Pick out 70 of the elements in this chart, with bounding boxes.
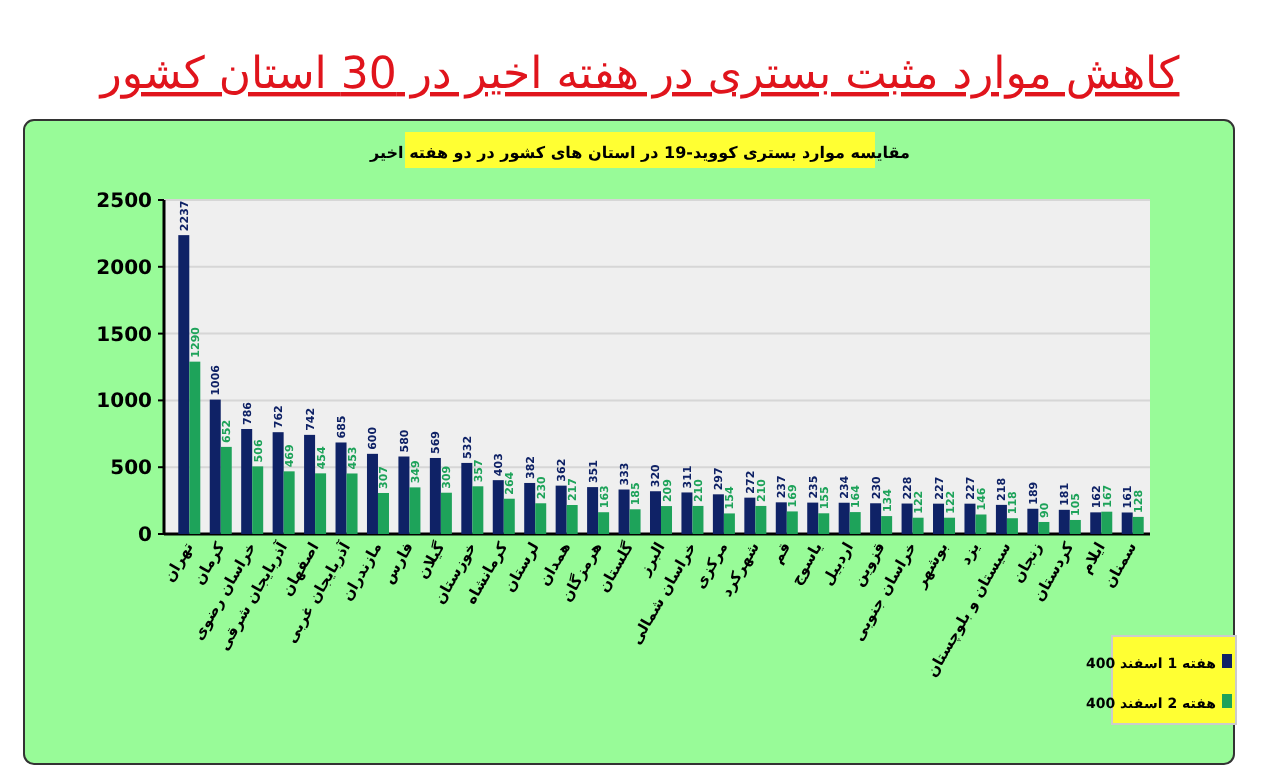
bar [1132, 516, 1144, 534]
bar [786, 511, 798, 534]
bar [1058, 509, 1070, 534]
bar [744, 497, 756, 534]
bar [440, 492, 452, 534]
bar [849, 512, 861, 534]
bar [241, 428, 253, 534]
y-tick-label: 1500 [96, 324, 153, 347]
bar [283, 471, 295, 534]
bar [555, 485, 567, 534]
bar [429, 457, 441, 534]
bar [304, 434, 316, 534]
bar [661, 506, 673, 534]
bar [618, 489, 630, 534]
bar [472, 486, 484, 534]
bar [1038, 521, 1050, 534]
bar [1006, 518, 1018, 534]
bar [346, 473, 358, 534]
y-tick-label: 2500 [96, 191, 153, 213]
bar [524, 482, 536, 534]
bar [377, 492, 389, 534]
bar [398, 456, 410, 534]
bar [629, 509, 641, 534]
bar [692, 505, 704, 534]
bar [492, 480, 504, 534]
y-tick-label: 0 [138, 525, 153, 547]
y-tick-label: 2000 [96, 257, 153, 280]
bar [178, 235, 190, 534]
bar [1069, 519, 1081, 534]
bar [409, 487, 421, 534]
y-tick-label: 500 [110, 458, 153, 481]
bar [1121, 512, 1133, 534]
bar [944, 517, 956, 534]
bar [870, 503, 882, 534]
bar [1101, 511, 1113, 534]
bar [755, 505, 767, 534]
bar [818, 513, 830, 534]
bar [189, 361, 201, 534]
bar [995, 504, 1007, 534]
chart-subtitle: مقایسه موارد بستری کووید-19 در استان های کشور در دو هفته اخیر [368, 144, 910, 162]
bar [649, 491, 661, 534]
bar [775, 502, 787, 534]
bar [964, 503, 976, 534]
bar [220, 446, 232, 534]
bar [723, 513, 735, 534]
chart-title: کاهش موارد مثبت بستری در هفته اخیر در 30 استان کشور [98, 50, 1181, 100]
bar [209, 399, 221, 534]
bar [598, 512, 610, 534]
bar [1027, 508, 1039, 534]
bar [252, 466, 264, 534]
bar [901, 503, 913, 534]
bar [503, 498, 515, 534]
bar [881, 516, 893, 534]
bar [1090, 512, 1102, 534]
y-tick-label: 1000 [96, 391, 153, 414]
bar [272, 432, 284, 534]
bar [461, 462, 473, 534]
bar [838, 502, 850, 534]
bar [712, 494, 724, 534]
bar [587, 487, 599, 534]
bar [335, 442, 347, 534]
bar [975, 514, 987, 534]
bar [315, 473, 327, 534]
bar [566, 505, 578, 534]
bar [535, 503, 547, 534]
bar [807, 502, 819, 534]
bar [681, 492, 693, 534]
bar [912, 517, 924, 534]
bar [933, 503, 945, 534]
bar [366, 453, 378, 534]
